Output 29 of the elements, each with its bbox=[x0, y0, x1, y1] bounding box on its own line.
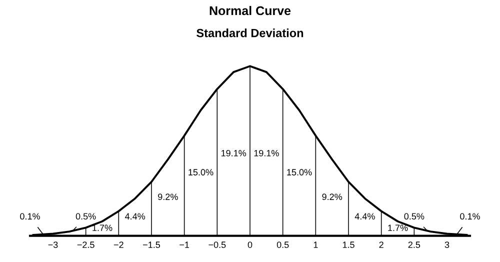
x-tick-label: 3 bbox=[444, 242, 450, 248]
annotation: 0.1% bbox=[20, 213, 40, 220]
annotation: 0.5% bbox=[404, 213, 424, 220]
x-tick-label: −1.5 bbox=[143, 242, 160, 248]
x-tick-label: −1 bbox=[180, 242, 190, 248]
x-tick-label: −2 bbox=[114, 242, 124, 248]
annotation: 9.2% bbox=[322, 194, 342, 200]
annotation: 1.7% bbox=[92, 224, 112, 231]
annotation: 19.1% bbox=[221, 150, 246, 156]
x-tick-label: 1 bbox=[314, 242, 318, 248]
annotation: 0.1% bbox=[460, 213, 480, 220]
x-tick-label: 0.5 bbox=[276, 242, 289, 248]
x-tick-label: −3 bbox=[48, 242, 58, 248]
annotation: 0.5% bbox=[76, 213, 96, 220]
x-tick-label: 0 bbox=[248, 242, 252, 248]
annotation: 1.7% bbox=[388, 224, 408, 231]
annotation: 19.1% bbox=[254, 150, 279, 156]
annotation: 9.2% bbox=[158, 194, 178, 200]
x-tick-label: 1.5 bbox=[342, 242, 354, 248]
x-tick-label: 2 bbox=[379, 242, 384, 248]
x-tick-label: −2.5 bbox=[77, 242, 94, 248]
chart-subtitle: Standard Deviation bbox=[196, 28, 304, 38]
x-tick-label: −0.5 bbox=[208, 242, 226, 248]
annotation: 15.0% bbox=[287, 169, 312, 176]
annotation: 15.0% bbox=[188, 169, 214, 176]
annotation: 4.4% bbox=[124, 213, 146, 220]
chart-title: Normal Curve bbox=[210, 6, 291, 16]
x-tick-label: 2.5 bbox=[408, 242, 420, 248]
annotation: 4.4% bbox=[354, 213, 375, 220]
